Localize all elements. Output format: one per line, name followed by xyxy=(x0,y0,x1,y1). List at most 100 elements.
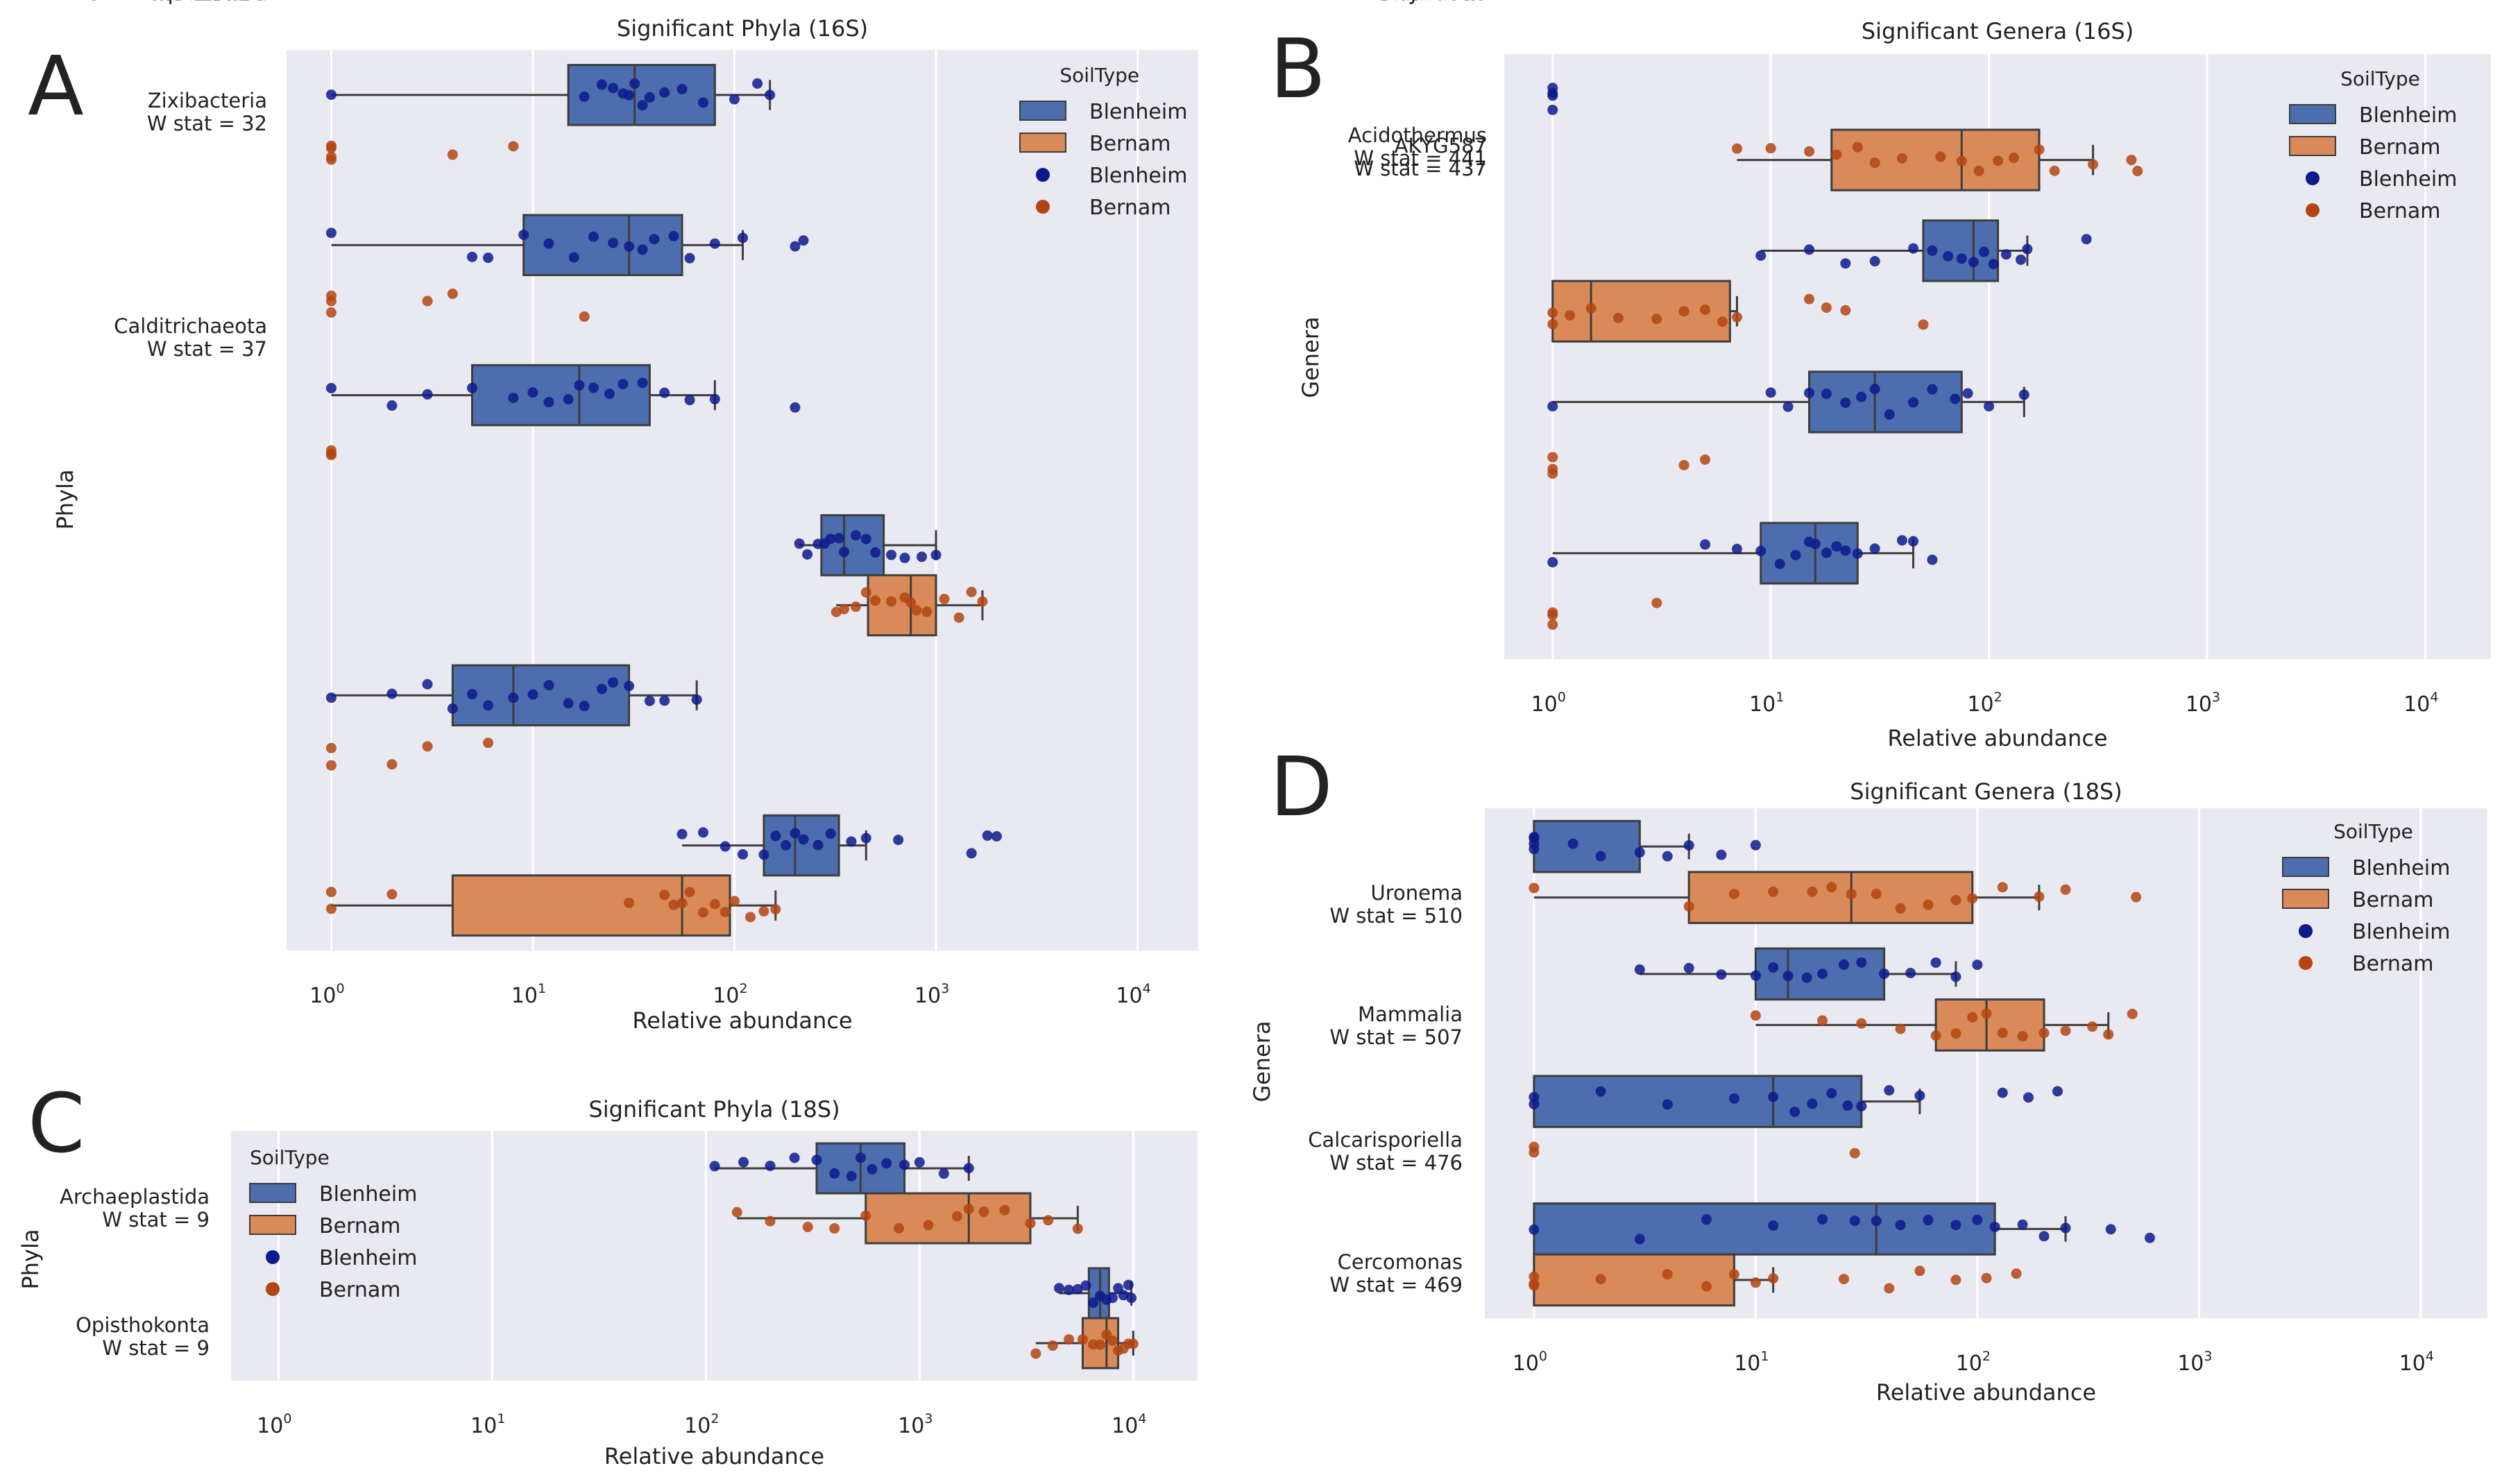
bernam-point xyxy=(1930,1030,1941,1041)
blenheim-point xyxy=(1595,851,1606,862)
blenheim-point xyxy=(1107,1293,1118,1304)
bernam-point xyxy=(829,1223,840,1234)
blenheim-point xyxy=(2000,249,2011,260)
blenheim-point xyxy=(790,828,801,839)
bernam-point xyxy=(1565,310,1576,321)
legend-swatch xyxy=(2289,136,2336,156)
bernam-point xyxy=(860,587,871,598)
bernam-point xyxy=(1950,1028,1961,1039)
bernam-box xyxy=(451,874,731,937)
blenheim-point xyxy=(596,79,607,90)
bernam-point xyxy=(1973,166,1984,177)
legend-label: Blenheim xyxy=(319,1182,417,1206)
bernam-point xyxy=(1529,1271,1540,1282)
blenheim-point xyxy=(1634,1234,1645,1245)
blenheim-box xyxy=(1533,1075,1863,1128)
blenheim-point xyxy=(1547,90,1558,101)
bernam-point xyxy=(1030,1348,1041,1359)
blenheim-point xyxy=(1895,1220,1906,1231)
legend-label: Blenheim xyxy=(2359,167,2457,191)
legend-label: Blenheim xyxy=(319,1246,417,1270)
blenheim-point xyxy=(811,1154,822,1166)
legend-item: Bernam xyxy=(2299,952,2433,976)
w-stat: W stat = 27 xyxy=(147,0,267,5)
legend-label: Blenheim xyxy=(1089,164,1187,188)
blenheim-point xyxy=(790,402,801,413)
blenheim-point xyxy=(579,91,590,102)
blenheim-point xyxy=(618,379,629,390)
blenheim-point xyxy=(1782,971,1794,982)
legend-item: Blenheim xyxy=(2289,103,2457,128)
bernam-point xyxy=(1529,1147,1540,1158)
bernam-point xyxy=(1840,305,1851,316)
blenheim-point xyxy=(2052,1086,2063,1097)
blenheim-point xyxy=(1774,558,1785,570)
bernam-point xyxy=(1950,894,1961,905)
blenheim-point xyxy=(684,395,695,406)
blenheim-point xyxy=(1930,957,1941,968)
chart-title: Significant Phyla (16S) xyxy=(617,15,868,42)
bernam-box xyxy=(867,574,937,637)
x-tick-label: 102 xyxy=(713,981,747,1008)
bernam-point xyxy=(999,1204,1010,1216)
blenheim-point xyxy=(1962,388,1973,399)
bernam-box xyxy=(865,1192,1032,1245)
bernam-point xyxy=(1804,146,1815,157)
bernam-point xyxy=(1895,903,1906,914)
bernam-point xyxy=(1025,1218,1036,1229)
legend-title: SoilType xyxy=(250,1146,330,1169)
bernam-point xyxy=(325,296,337,307)
blenheim-point xyxy=(659,695,670,706)
bernam-point xyxy=(2034,144,2045,155)
blenheim-point xyxy=(676,84,688,95)
bernam-point xyxy=(1043,1215,1054,1226)
blenheim-point xyxy=(527,387,538,398)
blenheim-point xyxy=(991,831,1002,842)
blenheim-point xyxy=(802,549,813,560)
bernam-point xyxy=(729,896,740,907)
bernam-point xyxy=(2088,159,2099,170)
blenheim-point xyxy=(325,692,337,703)
blenheim-point xyxy=(765,89,776,101)
blenheim-box xyxy=(820,514,885,577)
category-name: Zixibacteria xyxy=(148,89,267,112)
blenheim-point xyxy=(2038,1231,2050,1242)
bernam-point xyxy=(1612,312,1624,323)
category-name: Calcarisporiella xyxy=(1308,1128,1463,1152)
blenheim-box xyxy=(471,364,651,427)
bernam-point xyxy=(1804,293,1815,305)
x-tick-label: 104 xyxy=(2403,690,2438,717)
blenheim-point xyxy=(608,677,619,688)
blenheim-point xyxy=(684,253,695,264)
blenheim-point xyxy=(1750,839,1761,851)
blenheim-point xyxy=(825,534,836,545)
blenheim-point xyxy=(1842,1100,1853,1111)
blenheim-point xyxy=(579,701,590,712)
legend-item: Bernam xyxy=(2289,135,2440,160)
legend-title: SoilType xyxy=(2340,67,2420,90)
blenheim-point xyxy=(1807,1098,1818,1109)
blenheim-point xyxy=(1856,957,1867,968)
bernam-point xyxy=(1683,901,1694,912)
blenheim-point xyxy=(1849,1216,1860,1227)
legend-swatch xyxy=(2289,104,2336,124)
blenheim-point xyxy=(543,238,554,249)
blenheim-point xyxy=(963,1163,974,1174)
x-tick-label: 104 xyxy=(2399,1349,2434,1376)
bernam-point xyxy=(886,596,897,607)
blenheim-point xyxy=(325,382,337,393)
chart-title: Significant Genera (16S) xyxy=(1862,18,2134,44)
bernam-point xyxy=(1678,459,1689,470)
bernam-point xyxy=(1095,1339,1106,1350)
legend-item: Blenheim xyxy=(2299,920,2450,944)
panel-d: D 100 101 102 103 104 Significant Genera (18S)… xyxy=(1249,739,2487,1406)
bernam-point xyxy=(659,889,670,901)
blenheim-point xyxy=(1634,964,1645,975)
bernam-point xyxy=(1817,1015,1828,1026)
blenheim-point xyxy=(2015,254,2026,265)
bernam-point xyxy=(1731,312,1742,323)
blenheim-point xyxy=(1683,962,1694,973)
blenheim-point xyxy=(1950,1220,1961,1231)
bernam-point xyxy=(1967,1012,1978,1023)
bernam-point xyxy=(1662,1269,1673,1280)
